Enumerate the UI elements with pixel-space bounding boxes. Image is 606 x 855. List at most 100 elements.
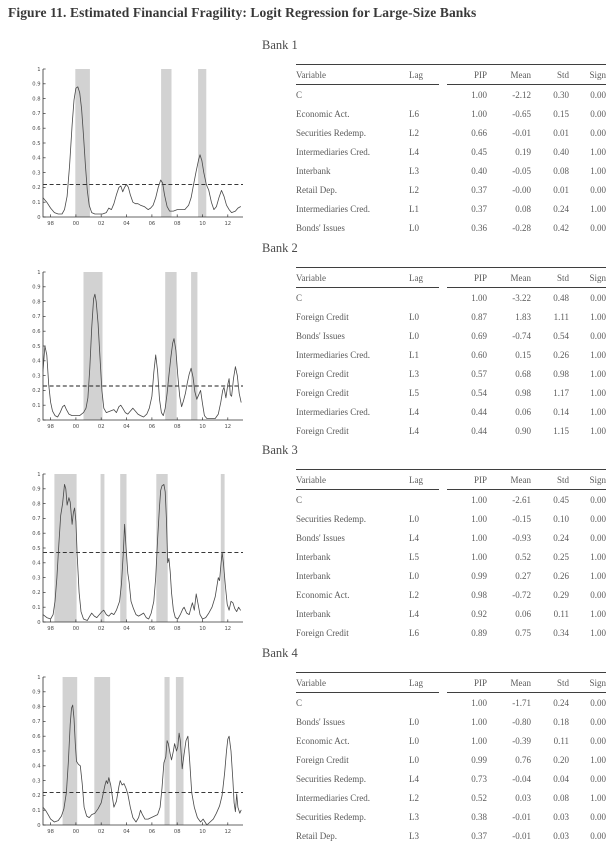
table-cell: C bbox=[296, 89, 303, 100]
fragility-chart-bank-1: 0 0.1 0.2 0.3 0.4 0.5 0.6 0.7 0.8 0.9 1 98 00 02 04 06 0… bbox=[32, 67, 243, 227]
table-cell: Intermediaries Cred. bbox=[296, 792, 370, 803]
table-cell: 0.00 bbox=[590, 184, 606, 195]
column-header: Lag bbox=[409, 267, 439, 288]
column-header: Lag bbox=[409, 64, 439, 85]
table-cell bbox=[409, 85, 439, 105]
table-row: Foreign Credit L3 0.57 0.68 0.98 1.00 bbox=[296, 364, 606, 383]
table-row: Interbank L3 0.40 -0.05 0.08 1.00 bbox=[296, 161, 606, 180]
panel-title-bank-3: Bank 3 bbox=[262, 443, 298, 457]
x-tick-label: 06 bbox=[149, 221, 156, 227]
table-cell: L5 bbox=[409, 387, 419, 398]
table-row: Interbank L5 1.00 0.52 0.25 1.00 bbox=[296, 547, 606, 566]
x-tick-label: 98 bbox=[47, 424, 54, 430]
table-row: Intermediaries Cred. L1 0.37 0.08 0.24 1.00 bbox=[296, 199, 606, 218]
table-cell: 1.00 bbox=[590, 311, 606, 322]
results-table-bank-3: Variable Lag PIP Mean Std Sign C 1.00 -2.61 0.45 0… bbox=[296, 469, 606, 642]
y-tick-label: 0.4 bbox=[32, 359, 41, 365]
y-tick-label: 0.2 bbox=[32, 590, 40, 596]
panel-title-bank-2: Bank 2 bbox=[262, 241, 298, 255]
table-cell: 0.00 bbox=[590, 222, 606, 233]
table-row: Bonds' Issues L0 0.69 -0.74 0.54 0.00 bbox=[296, 326, 606, 345]
fragility-probability-line bbox=[42, 484, 241, 621]
y-tick-label: 0.1 bbox=[32, 403, 40, 409]
crisis-band bbox=[54, 474, 77, 622]
table-cell: 0.14 bbox=[553, 406, 569, 417]
table-cell: 1.00 bbox=[590, 608, 606, 619]
table-cell: 0.00 bbox=[590, 513, 606, 524]
table-cell: L6 bbox=[409, 627, 419, 638]
results-table-bank-1: Variable Lag PIP Mean Std Sign C 1.00 -2.12 0.30 0… bbox=[296, 64, 606, 237]
column-header: PIP bbox=[447, 64, 487, 85]
table-cell: -0.93 bbox=[512, 532, 531, 543]
column-header: Variable bbox=[296, 64, 409, 85]
y-tick-label: 0.9 bbox=[32, 82, 40, 88]
crisis-band bbox=[165, 272, 177, 420]
table-cell: 0.24 bbox=[553, 697, 569, 708]
table-row: C 1.00 -3.22 0.48 0.00 bbox=[296, 288, 606, 308]
table-cell: 0.92 bbox=[471, 608, 487, 619]
column-header: Variable bbox=[296, 672, 409, 693]
table-cell: 0.01 bbox=[553, 184, 569, 195]
table-header-row: Variable Lag PIP Mean Std Sign bbox=[296, 672, 606, 693]
y-tick-label: 0.8 bbox=[32, 299, 40, 305]
table-cell: 0.99 bbox=[471, 754, 487, 765]
table-cell: 0.75 bbox=[515, 627, 531, 638]
table-cell: 1.00 bbox=[590, 425, 606, 436]
y-tick-label: 1 bbox=[37, 270, 40, 276]
table-cell: Bonds' Issues bbox=[296, 716, 345, 727]
table-cell bbox=[439, 180, 447, 199]
table-header-row: Variable Lag PIP Mean Std Sign bbox=[296, 267, 606, 288]
table-cell: 0.90 bbox=[515, 425, 531, 436]
table-row: Intermediaries Cred. L2 0.52 0.03 0.08 1.00 bbox=[296, 788, 606, 807]
table-cell: 0.08 bbox=[553, 165, 569, 176]
table-cell bbox=[439, 807, 447, 826]
table-cell: 1.00 bbox=[590, 570, 606, 581]
table-cell bbox=[439, 326, 447, 345]
table-cell bbox=[439, 307, 447, 326]
table-cell: Intermediaries Cred. bbox=[296, 349, 370, 360]
table-cell: 1.00 bbox=[590, 203, 606, 214]
table-cell: -0.01 bbox=[512, 127, 531, 138]
table-cell: 1.17 bbox=[553, 387, 569, 398]
table-cell: L2 bbox=[409, 127, 419, 138]
y-tick-label: 0.9 bbox=[32, 690, 40, 696]
y-tick-label: 0.1 bbox=[32, 808, 40, 814]
table-cell: L0 bbox=[409, 570, 419, 581]
table-cell: L6 bbox=[409, 108, 419, 119]
table-cell: 0.03 bbox=[515, 792, 531, 803]
table-cell: 0.00 bbox=[590, 494, 606, 505]
table-cell: Securities Redemp. bbox=[296, 811, 366, 822]
table-cell: 0.08 bbox=[553, 792, 569, 803]
table-cell: L3 bbox=[409, 165, 419, 176]
y-tick-label: 0.3 bbox=[32, 778, 40, 784]
table-cell: 0.38 bbox=[471, 811, 487, 822]
table-cell: 1.00 bbox=[590, 165, 606, 176]
crisis-band bbox=[161, 69, 172, 217]
table-cell: L3 bbox=[409, 830, 419, 841]
y-tick-label: 1 bbox=[37, 472, 40, 478]
x-tick-label: 02 bbox=[98, 626, 105, 632]
table-cell: Intermediaries Cred. bbox=[296, 203, 370, 214]
table-cell: L0 bbox=[409, 716, 419, 727]
table-cell: 0.00 bbox=[590, 697, 606, 708]
table-cell: 0.29 bbox=[553, 589, 569, 600]
table-cell: 0.76 bbox=[515, 754, 531, 765]
table-cell: 1.83 bbox=[515, 311, 531, 322]
column-header: Std bbox=[531, 672, 569, 693]
y-tick-label: 0.8 bbox=[32, 501, 40, 507]
table-row: Interbank L0 0.99 0.27 0.26 1.00 bbox=[296, 566, 606, 585]
table-cell: -0.05 bbox=[512, 165, 531, 176]
table-cell: -0.01 bbox=[512, 811, 531, 822]
panel-bank-4: Bank 4 0 0.1 0.2 0.3 0.4 0.5 0.6 0.7 0.8 0.9 1 98 00… bbox=[0, 644, 606, 846]
table-cell: 0.98 bbox=[471, 589, 487, 600]
table-cell: Economic Act. bbox=[296, 108, 350, 119]
y-tick-label: 0.5 bbox=[32, 749, 40, 755]
table-cell: 0.03 bbox=[553, 811, 569, 822]
table-row: Intermediaries Cred. L1 0.60 0.15 0.26 1.00 bbox=[296, 345, 606, 364]
x-tick-label: 10 bbox=[199, 829, 206, 835]
fragility-chart-bank-3: 0 0.1 0.2 0.3 0.4 0.5 0.6 0.7 0.8 0.9 1 98 00 02 04 06 0… bbox=[32, 472, 243, 632]
table-cell: 0.19 bbox=[515, 146, 531, 157]
column-header: Std bbox=[531, 267, 569, 288]
table-cell: Intermediaries Cred. bbox=[296, 406, 370, 417]
table-cell: L0 bbox=[409, 513, 419, 524]
